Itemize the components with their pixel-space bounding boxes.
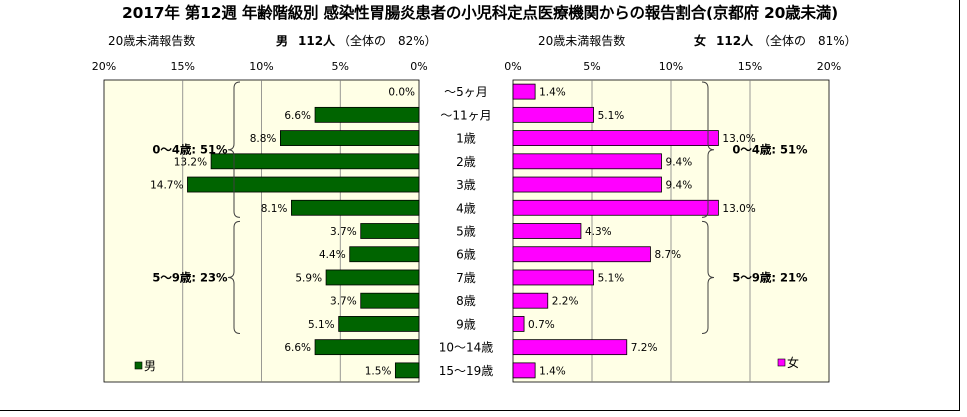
age-category-label: ～11ヶ月 bbox=[440, 108, 491, 122]
male-legend-label: 男 bbox=[144, 359, 156, 373]
age-category-label: 9歳 bbox=[456, 317, 476, 331]
female-value-label: 4.3% bbox=[585, 226, 612, 238]
male-bar bbox=[360, 292, 420, 309]
female-group-label: 5～9歳: 21% bbox=[732, 270, 808, 284]
female-bar bbox=[512, 199, 719, 216]
male-bar bbox=[279, 130, 420, 146]
male-bar bbox=[338, 316, 420, 332]
male-value-label: 5.9% bbox=[295, 272, 322, 284]
male-bar bbox=[349, 246, 420, 263]
female-x-tick-label: 5% bbox=[583, 60, 600, 73]
male-bar bbox=[314, 106, 420, 123]
male-x-tick-label: 0% bbox=[410, 60, 427, 73]
left-sex-label: 男 bbox=[276, 34, 289, 48]
male-x-tick-label: 5% bbox=[332, 60, 349, 73]
female-value-label: 5.1% bbox=[598, 110, 625, 122]
male-value-label: 6.6% bbox=[284, 110, 311, 122]
female-group-label: 0～4歳: 51% bbox=[732, 143, 808, 157]
male-value-label: 3.7% bbox=[330, 296, 357, 308]
age-category-label: 7歳 bbox=[456, 271, 476, 285]
male-group-label: 5～9歳: 23% bbox=[152, 270, 228, 284]
age-category-label: 15～19歳 bbox=[439, 364, 494, 378]
female-value-label: 9.4% bbox=[666, 156, 693, 168]
age-category-label: 8歳 bbox=[456, 294, 476, 308]
male-bar bbox=[187, 176, 420, 193]
age-category-label: 3歳 bbox=[456, 178, 476, 192]
female-group-brace bbox=[701, 220, 715, 335]
female-value-label: 5.1% bbox=[598, 272, 625, 284]
female-value-label: 1.4% bbox=[539, 365, 566, 377]
male-value-label: 5.1% bbox=[308, 319, 335, 331]
male-value-label: 3.7% bbox=[330, 226, 357, 238]
female-value-label: 0.7% bbox=[528, 319, 555, 331]
left-ratio-text: （全体の 82%） bbox=[338, 34, 437, 48]
female-bar bbox=[512, 223, 582, 239]
female-x-tick-label: 15% bbox=[738, 60, 762, 73]
left-count-label: 20歳未満報告数 bbox=[108, 34, 196, 48]
right-count: 112人 bbox=[716, 34, 754, 48]
male-bar bbox=[394, 362, 420, 379]
chart-frame bbox=[0, 0, 960, 411]
female-bar bbox=[512, 106, 594, 123]
right-sex-label: 女 bbox=[694, 34, 707, 48]
right-count-label: 20歳未満報告数 bbox=[538, 34, 626, 48]
female-bar bbox=[512, 269, 594, 286]
male-bar bbox=[210, 153, 420, 170]
male-value-label: 14.7% bbox=[150, 180, 183, 192]
age-category-label: 6歳 bbox=[456, 248, 476, 262]
female-group-brace bbox=[701, 81, 715, 218]
chart-title: 2017年 第12週 年齢階級別 感染性胃腸炎患者の小児科定点医療機関からの報告… bbox=[122, 4, 838, 22]
female-value-label: 13.0% bbox=[722, 133, 755, 145]
male-bar bbox=[314, 339, 420, 356]
female-bar bbox=[512, 176, 662, 193]
male-value-label: 8.1% bbox=[261, 203, 288, 215]
female-value-label: 7.2% bbox=[631, 342, 658, 354]
female-x-tick-label: 10% bbox=[659, 60, 683, 73]
age-category-label: 5歳 bbox=[456, 225, 476, 239]
male-value-label: 13.2% bbox=[174, 156, 207, 168]
female-value-label: 1.4% bbox=[539, 87, 566, 99]
female-bar bbox=[512, 292, 549, 309]
male-value-label: 1.5% bbox=[365, 365, 392, 377]
male-x-tick-label: 20% bbox=[92, 60, 116, 73]
female-value-label: 9.4% bbox=[666, 180, 693, 192]
male-group-brace bbox=[227, 81, 241, 218]
male-x-tick-label: 10% bbox=[249, 60, 273, 73]
male-legend-swatch bbox=[134, 361, 143, 370]
age-category-label: 10～14歳 bbox=[439, 341, 494, 355]
female-value-label: 2.2% bbox=[552, 296, 579, 308]
age-category-label: 4歳 bbox=[456, 201, 476, 215]
age-category-label: 1歳 bbox=[456, 132, 476, 146]
male-value-label: 6.6% bbox=[284, 342, 311, 354]
female-bar bbox=[512, 316, 525, 332]
female-x-tick-label: 0% bbox=[504, 60, 521, 73]
male-value-label: 0.0% bbox=[388, 87, 415, 99]
female-bar bbox=[512, 130, 719, 146]
male-x-tick-label: 15% bbox=[171, 60, 195, 73]
age-category-label: 2歳 bbox=[456, 155, 476, 169]
male-group-label: 0～4歳: 51% bbox=[152, 143, 228, 157]
male-bar bbox=[325, 269, 420, 286]
female-bar bbox=[512, 83, 536, 100]
female-value-label: 8.7% bbox=[654, 249, 681, 261]
female-legend-swatch bbox=[777, 358, 786, 367]
female-value-label: 13.0% bbox=[722, 203, 755, 215]
female-bar bbox=[512, 339, 628, 356]
male-value-label: 4.4% bbox=[319, 249, 346, 261]
age-category-label: ～5ヶ月 bbox=[444, 85, 488, 99]
female-legend-label: 女 bbox=[787, 355, 799, 370]
female-bar bbox=[512, 246, 651, 263]
male-bar bbox=[291, 199, 420, 216]
left-count: 112人 bbox=[298, 34, 336, 48]
male-group-brace bbox=[227, 220, 241, 335]
male-value-label: 8.8% bbox=[250, 133, 277, 145]
female-x-tick-label: 20% bbox=[817, 60, 841, 73]
female-bar bbox=[512, 362, 536, 379]
female-bar bbox=[512, 153, 662, 170]
right-ratio-text: （全体の 81%） bbox=[758, 34, 857, 48]
male-bar bbox=[360, 223, 420, 239]
